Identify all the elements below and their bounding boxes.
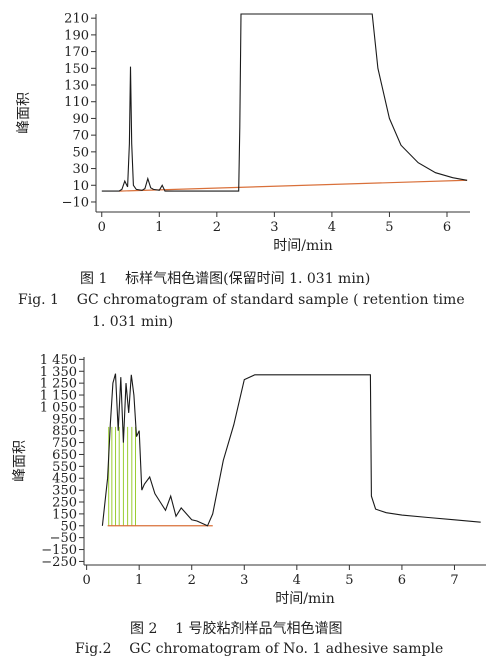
y-tick-label: 50 xyxy=(60,519,77,534)
chart-2-xlabel: 时间/min xyxy=(275,591,335,607)
x-tick-label: 3 xyxy=(270,220,278,235)
y-tick-label: 10 xyxy=(72,179,89,194)
y-tick-label: 190 xyxy=(64,28,89,43)
figure-1-caption-en-line2: 1. 031 min) xyxy=(92,314,174,330)
chart-1-xlabel: 时间/min xyxy=(273,238,333,254)
y-tick-label: 150 xyxy=(64,62,89,77)
y-tick-label: 1 250 xyxy=(40,377,77,392)
figure-2-caption-en: Fig.2 GC chromatogram of No. 1 adhesive … xyxy=(75,641,444,657)
figure-1-caption-cn: 图 1 标样气相色谱图(保留时间 1. 031 min) xyxy=(80,271,371,287)
x-tick-label: 6 xyxy=(443,220,451,235)
x-tick-label: 2 xyxy=(213,220,221,235)
x-tick-label: 2 xyxy=(188,573,196,588)
signal-line xyxy=(101,13,468,192)
y-tick-label: 50 xyxy=(72,145,89,160)
x-tick-label: 4 xyxy=(293,573,301,588)
chart-2-ylabel: 峰面积 xyxy=(12,440,28,482)
y-tick-label: 550 xyxy=(52,460,77,475)
y-tick-label: 350 xyxy=(52,484,77,499)
x-tick-label: 0 xyxy=(82,573,90,588)
x-tick-label: 0 xyxy=(98,220,106,235)
y-tick-label: 450 xyxy=(52,472,77,487)
x-tick-label: 1 xyxy=(135,573,143,588)
y-tick-label: −250 xyxy=(41,555,77,570)
y-tick-label: 130 xyxy=(64,79,89,94)
y-tick-label: −10 xyxy=(62,195,89,210)
y-tick-label: 30 xyxy=(72,162,89,177)
y-tick-label: 110 xyxy=(64,95,89,110)
signal-line xyxy=(101,373,481,527)
y-tick-label: 1 050 xyxy=(40,400,77,415)
x-tick-label: 5 xyxy=(345,573,353,588)
x-tick-label: 6 xyxy=(398,573,406,588)
y-tick-label: 210 xyxy=(64,12,89,27)
figure-1-caption-en-line1: Fig. 1 GC chromatogram of standard sampl… xyxy=(18,292,465,308)
chart-2-plot xyxy=(101,373,481,527)
x-tick-label: 1 xyxy=(155,220,163,235)
y-tick-label: 1 150 xyxy=(40,389,77,404)
chart-1-ylabel: 峰面积 xyxy=(16,92,32,134)
baseline-line xyxy=(118,179,468,192)
y-tick-label: 250 xyxy=(52,496,77,511)
y-tick-label: −50 xyxy=(50,531,77,546)
y-tick-label: 150 xyxy=(52,507,77,522)
y-tick-label: 70 xyxy=(72,129,89,144)
y-tick-label: 90 xyxy=(72,112,89,127)
y-tick-label: 650 xyxy=(52,448,77,463)
y-tick-label: 1 350 xyxy=(40,365,77,380)
y-tick-label: 170 xyxy=(64,45,89,60)
y-tick-label: 750 xyxy=(52,436,77,451)
x-tick-label: 7 xyxy=(450,573,458,588)
chart-1-plot xyxy=(101,13,468,192)
figure-2-caption-cn: 图 2 1 号胶粘剂样品气相色谱图 xyxy=(130,621,343,637)
x-tick-label: 3 xyxy=(240,573,248,588)
y-tick-label: 1 450 xyxy=(40,353,77,368)
x-tick-label: 5 xyxy=(385,220,393,235)
y-tick-label: −150 xyxy=(41,543,77,558)
x-tick-label: 4 xyxy=(328,220,336,235)
y-tick-label: 950 xyxy=(52,412,77,427)
y-tick-label: 850 xyxy=(52,424,77,439)
